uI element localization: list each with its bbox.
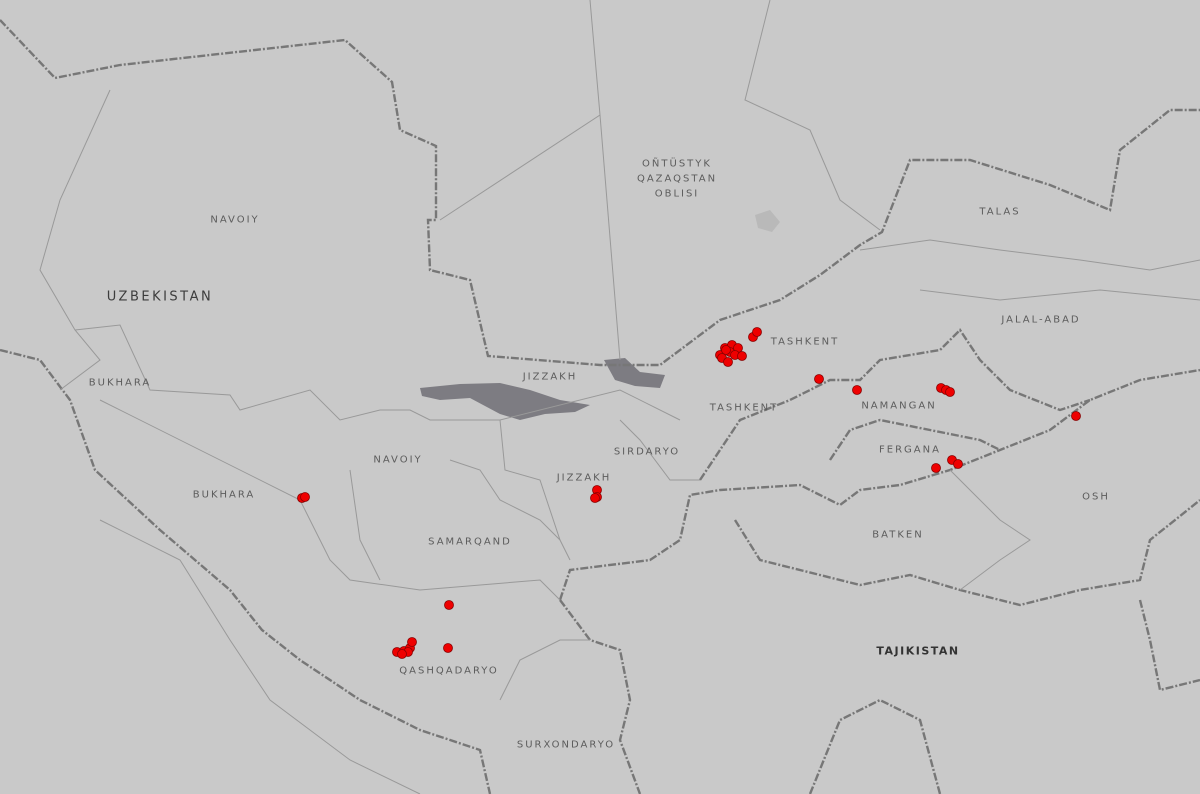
region-label-osh: OSH xyxy=(1082,491,1110,503)
region-label-samarqand: SAMARQAND xyxy=(428,536,512,548)
observation-marker[interactable] xyxy=(752,327,762,337)
region-label-surxondaryo: SURXONDARYO xyxy=(516,739,616,751)
observation-marker[interactable] xyxy=(945,387,955,397)
water-bodies xyxy=(420,210,780,420)
region-label-fergana: FERGANA xyxy=(879,444,941,456)
aydar-lake xyxy=(420,383,590,420)
observation-marker[interactable] xyxy=(953,459,963,469)
observation-markers xyxy=(297,327,1081,659)
observation-marker[interactable] xyxy=(721,345,731,355)
observation-marker[interactable] xyxy=(931,463,941,473)
observation-marker[interactable] xyxy=(300,492,310,502)
observation-marker[interactable] xyxy=(852,385,862,395)
region-label-jizzakh: JIZZAKH xyxy=(556,472,612,484)
observation-marker[interactable] xyxy=(814,374,824,384)
admin-boundaries xyxy=(39,0,1200,794)
region-label-sirdaryo: SIRDARYO xyxy=(613,446,681,458)
region-label-batken: BATKEN xyxy=(872,529,924,541)
region-label-qashqadaryo: QASHQADARYO xyxy=(399,665,499,677)
region-label-bukhara: BUKHARA xyxy=(88,377,152,389)
observation-marker[interactable] xyxy=(723,357,733,367)
region-label-tashkent: TASHKENT xyxy=(709,402,779,414)
reservoir xyxy=(604,358,665,388)
observation-marker[interactable] xyxy=(397,649,407,659)
region-label-navoiy: NAVOIY xyxy=(210,214,260,226)
region-label-bukhara: BUKHARA xyxy=(192,489,256,501)
observation-marker[interactable] xyxy=(444,600,454,610)
country-label-uzbekistan: UZBEKISTAN xyxy=(106,289,214,305)
region-label-navoiy: NAVOIY xyxy=(373,454,423,466)
country-label-tajikistan: TAJIKISTAN xyxy=(876,644,960,658)
country-borders xyxy=(0,19,1200,794)
region-label-talas: TALAS xyxy=(979,206,1021,218)
observation-marker[interactable] xyxy=(590,493,600,503)
region-label-tashkent: TASHKENT xyxy=(770,336,840,348)
small-lake xyxy=(755,210,780,232)
observation-marker[interactable] xyxy=(407,637,417,647)
observation-marker[interactable] xyxy=(443,643,453,653)
region-label-namangan: NAMANGAN xyxy=(861,400,937,412)
region-label-jalal-abad: JALAL-ABAD xyxy=(1001,314,1081,326)
observation-marker[interactable] xyxy=(1071,411,1081,421)
observation-marker[interactable] xyxy=(737,351,747,361)
region-label-ontustyk: OÑTÜSTYK QAZAQSTAN OBLISI xyxy=(636,158,718,200)
region-label-jizzakh: JIZZAKH xyxy=(522,371,578,383)
